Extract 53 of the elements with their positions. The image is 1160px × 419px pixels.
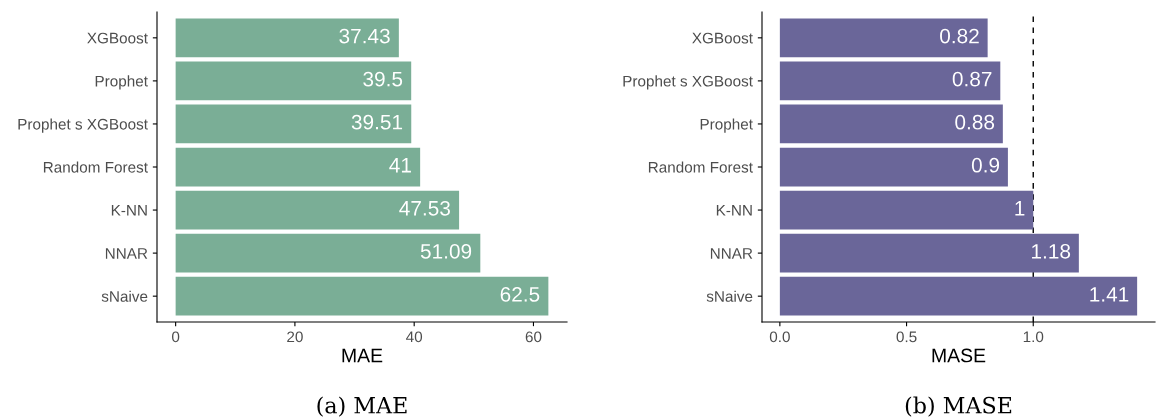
y-tick-label: K-NN — [111, 205, 147, 216]
y-tick-label: Random Forest — [648, 161, 753, 173]
bar — [779, 276, 1138, 316]
bar — [175, 18, 399, 58]
y-tick-label: XGBoost — [692, 32, 753, 44]
y-tick-label: sNaive — [706, 290, 753, 302]
data-label: 39.51 — [351, 114, 403, 130]
data-label: 62.5 — [500, 287, 540, 302]
bar — [779, 233, 1079, 273]
x-tick-label: 20 — [287, 331, 303, 343]
bar — [175, 61, 412, 101]
data-label: 39.5 — [363, 71, 403, 87]
y-tick-label: NNAR — [710, 248, 753, 259]
y-tick-label: Prophet s XGBoost — [623, 75, 753, 90]
y-tick-label: NNAR — [105, 248, 148, 259]
y-tick-label: K-NN — [716, 205, 752, 216]
data-label: 1.41 — [1090, 287, 1129, 302]
bar — [779, 61, 1001, 101]
y-tick-label: Prophet s XGBoost — [18, 118, 148, 133]
data-label: 0.88 — [955, 114, 995, 130]
y-tick-label: Random Forest — [43, 161, 148, 173]
data-label: 51.09 — [420, 243, 472, 259]
text: (a) MAE — [317, 396, 407, 417]
data-label: 41 — [389, 158, 411, 173]
bar — [175, 276, 549, 316]
bar — [175, 190, 460, 230]
bar — [779, 147, 1008, 187]
data-label: 37.43 — [339, 28, 390, 44]
data-label: 47.53 — [399, 200, 450, 216]
bar — [175, 233, 481, 273]
x-tick-label: 60 — [525, 331, 542, 343]
data-label: 0.87 — [952, 71, 992, 87]
x-tick-label: 40 — [406, 331, 423, 343]
bar — [175, 104, 412, 144]
data-label: 1.18 — [1032, 243, 1071, 259]
y-tick-label: Prophet — [700, 118, 753, 133]
x-tick-label: 0 — [171, 331, 180, 343]
y-tick-label: Prophet — [95, 75, 148, 90]
x-axis-title: MASE — [932, 348, 986, 363]
x-tick-label: 0.5 — [896, 331, 917, 343]
bar — [779, 18, 988, 58]
x-tick-label: 1.0 — [1023, 331, 1044, 343]
bar — [175, 147, 421, 187]
y-tick-label: XGBoost — [87, 32, 148, 44]
data-label: 1 — [1015, 201, 1025, 216]
bar — [779, 104, 1003, 144]
data-label: 0.82 — [940, 28, 979, 44]
bar — [779, 190, 1034, 230]
y-tick-label: sNaive — [101, 290, 148, 302]
data-label: 0.9 — [971, 157, 1000, 173]
x-axis-title: MAE — [342, 348, 383, 363]
x-tick-label: 0.0 — [769, 331, 790, 343]
text: (b) MASE — [905, 396, 1012, 417]
